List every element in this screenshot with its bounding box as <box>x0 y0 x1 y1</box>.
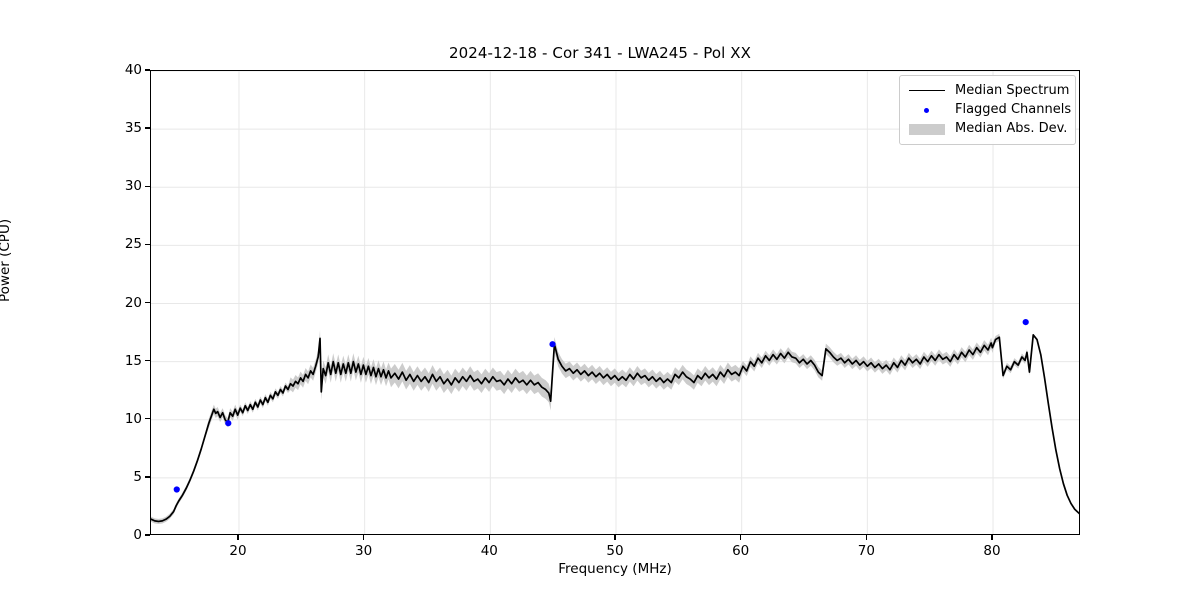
y-tick-mark <box>145 69 150 71</box>
y-tick-mark <box>145 418 150 420</box>
dot-marker-icon <box>907 102 947 118</box>
y-tick-label: 10 <box>124 410 142 427</box>
y-tick-label: 20 <box>124 294 142 311</box>
y-tick-mark <box>145 301 150 304</box>
x-tick-mark <box>865 535 867 540</box>
x-tick-mark <box>488 535 490 540</box>
x-tick-label: 80 <box>983 543 1001 559</box>
x-tick-mark <box>362 535 365 540</box>
y-tick-mark <box>145 534 150 536</box>
y-tick-label: 0 <box>133 527 142 543</box>
x-tick-label: 20 <box>229 543 247 559</box>
x-tick-mark <box>991 535 993 540</box>
flagged-channel-markers[interactable] <box>173 319 1029 493</box>
legend-item-flagged-channels: Flagged Channels <box>907 100 1072 119</box>
y-tick-mark <box>145 476 150 478</box>
y-tick-mark <box>145 359 150 362</box>
line-swatch-icon <box>907 83 947 99</box>
x-tick-label: 50 <box>606 543 624 559</box>
x-tick-mark <box>740 535 742 540</box>
flagged-channel-dot[interactable] <box>225 420 232 427</box>
legend-label: Median Spectrum <box>955 83 1070 98</box>
x-tick-label: 60 <box>732 543 750 559</box>
flagged-channel-dot[interactable] <box>173 486 180 493</box>
flagged-channel-dot[interactable] <box>1022 319 1029 326</box>
y-tick-label: 40 <box>124 62 142 78</box>
legend-item-median-spectrum: Median Spectrum <box>907 81 1070 100</box>
y-tick-mark <box>145 185 150 187</box>
x-tick-label: 30 <box>355 543 373 559</box>
legend-item-median-abs-dev: Median Abs. Dev. <box>907 119 1068 138</box>
legend: Median Spectrum Flagged Channels Median … <box>899 75 1076 145</box>
x-tick-label: 40 <box>480 543 498 559</box>
y-tick-label: 15 <box>124 352 142 369</box>
y-tick-mark <box>145 243 150 246</box>
x-tick-mark <box>237 535 239 540</box>
y-tick-label: 25 <box>124 236 142 253</box>
y-axis-label: Power (CPU) <box>0 218 13 302</box>
median-abs-dev-band <box>151 330 1079 525</box>
legend-label: Median Abs. Dev. <box>955 121 1068 136</box>
chart-title: 2024-12-18 - Cor 341 - LWA245 - Pol XX <box>448 44 752 62</box>
flagged-channel-dot[interactable] <box>549 341 556 348</box>
y-tick-label: 30 <box>124 178 142 195</box>
legend-label: Flagged Channels <box>955 102 1072 117</box>
x-tick-mark <box>614 535 616 540</box>
x-axis-label: Frequency (MHz) <box>558 561 672 577</box>
median-spectrum-line <box>151 334 1079 523</box>
band-swatch-icon <box>907 121 947 137</box>
y-tick-label: 35 <box>124 120 142 137</box>
y-tick-mark <box>145 127 150 129</box>
x-tick-label: 70 <box>857 543 875 559</box>
y-tick-label: 5 <box>133 468 142 485</box>
